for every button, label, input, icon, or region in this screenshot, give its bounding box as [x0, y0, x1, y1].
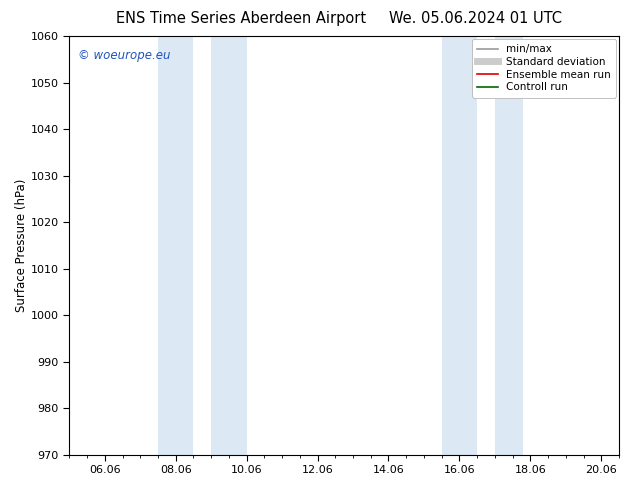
Bar — [495, 36, 523, 455]
Text: ENS Time Series Aberdeen Airport: ENS Time Series Aberdeen Airport — [116, 11, 366, 26]
Legend: min/max, Standard deviation, Ensemble mean run, Controll run: min/max, Standard deviation, Ensemble me… — [472, 39, 616, 98]
Y-axis label: Surface Pressure (hPa): Surface Pressure (hPa) — [15, 179, 28, 312]
Text: We. 05.06.2024 01 UTC: We. 05.06.2024 01 UTC — [389, 11, 562, 26]
Bar — [442, 36, 477, 455]
Bar — [211, 36, 247, 455]
Text: © woeurope.eu: © woeurope.eu — [77, 49, 170, 62]
Bar — [158, 36, 193, 455]
